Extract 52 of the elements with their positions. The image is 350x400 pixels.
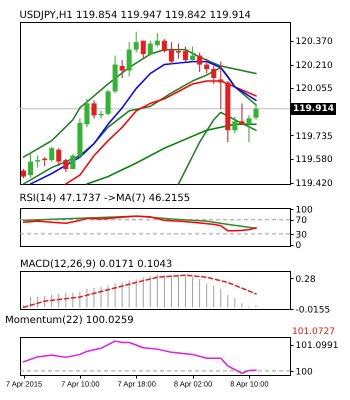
line-series <box>178 112 257 185</box>
y-tick-label: 30 <box>296 230 308 240</box>
candlestick <box>140 40 146 60</box>
y-tick-label: 100 <box>296 206 313 216</box>
candlestick <box>91 100 96 119</box>
candlestick <box>148 40 153 56</box>
candlestick <box>126 42 132 77</box>
candlestick <box>183 46 188 62</box>
candlestick <box>70 154 76 170</box>
candlestick <box>63 158 68 173</box>
y-tick-label: 119.735 <box>296 132 333 142</box>
candlestick <box>204 58 210 74</box>
chart-title: Momentum(22) 100.0259 <box>5 315 134 326</box>
candlestick <box>162 38 167 54</box>
y-tick-label: 101.0991 <box>296 341 338 352</box>
line-series <box>65 80 257 185</box>
y-tick-label: 119.580 <box>296 155 333 166</box>
candlestick <box>35 155 40 168</box>
candlestick <box>197 52 202 73</box>
chart-title: MACD(12,26,9) 0.0171 0.1043 <box>20 259 172 270</box>
candlestick <box>253 103 258 120</box>
ref-line-label: 119.914 <box>291 102 336 115</box>
candlestick <box>190 46 196 62</box>
candlestick <box>84 98 90 128</box>
candlestick <box>106 89 111 116</box>
candlestick <box>218 61 224 110</box>
y-tick-label: 119.420 <box>296 179 333 190</box>
y-tick-label: 120.210 <box>296 61 333 72</box>
candlestick <box>176 43 181 60</box>
candlestick <box>168 42 174 66</box>
candlestick <box>120 60 125 78</box>
candlestick <box>154 32 160 48</box>
candlestick <box>239 102 244 125</box>
y-tick-label: -0.0155 <box>296 306 330 316</box>
candlestick <box>28 152 34 179</box>
candlestick <box>134 31 139 54</box>
y-tick-label: 120.055 <box>296 84 333 94</box>
y-tick-label: 100 <box>296 367 313 378</box>
candlestick <box>56 148 62 167</box>
text: 101.0727 <box>292 327 335 337</box>
y-tick-label: 120.370 <box>296 37 333 48</box>
y-tick-label: 70 <box>296 216 308 226</box>
y-tick-label: 0.28 <box>296 274 316 285</box>
chart-title: USDJPY,H1 119.854 119.947 119.842 119.914 <box>20 10 251 21</box>
candlestick <box>211 66 216 84</box>
y-tick-label: 0 <box>296 241 302 252</box>
line-series <box>22 340 257 374</box>
candlestick <box>232 116 238 134</box>
candlestick <box>49 146 54 162</box>
line-series <box>22 274 257 308</box>
chart-title: RSI(14) 47.1737 ->MA(7) 46.2155 <box>20 193 190 204</box>
candlestick <box>246 114 252 143</box>
